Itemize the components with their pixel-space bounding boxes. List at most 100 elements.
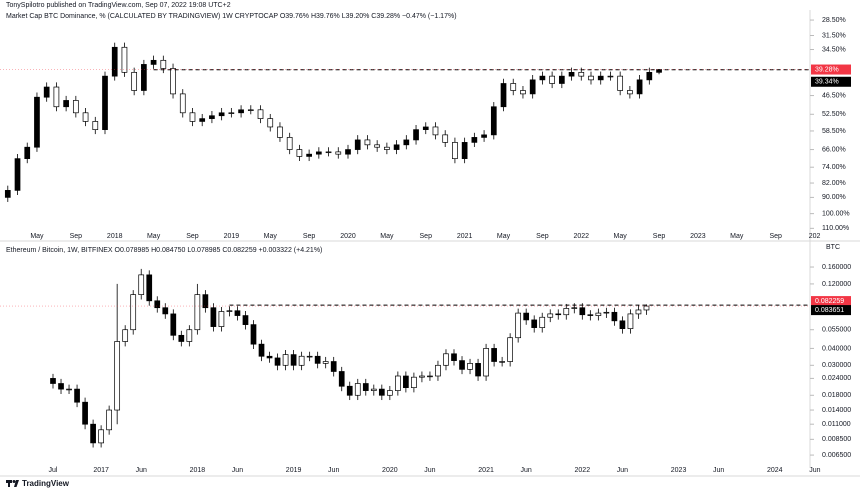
candle-body bbox=[234, 310, 241, 316]
candle-body bbox=[63, 100, 69, 108]
candle-body bbox=[74, 388, 80, 403]
candle-body bbox=[150, 59, 157, 65]
x-tick-label: 2023 bbox=[690, 233, 706, 240]
candle-body bbox=[386, 390, 393, 396]
x-tick-label: May bbox=[380, 233, 394, 240]
chart-title: Ethereum / Bitcoin, 1W, BITFINEX O0.0789… bbox=[6, 247, 322, 254]
candle-body bbox=[189, 112, 196, 122]
candle-body bbox=[443, 353, 449, 366]
candle-body bbox=[374, 144, 381, 148]
x-tick-label: Sep bbox=[186, 233, 199, 240]
candle-body bbox=[571, 307, 578, 309]
candle-body bbox=[491, 348, 497, 362]
x-tick-label: Jun bbox=[713, 467, 724, 474]
candle-body bbox=[141, 64, 147, 91]
candle-body bbox=[619, 320, 626, 330]
candle-body bbox=[72, 100, 79, 114]
x-tick-label: Jul bbox=[49, 467, 58, 474]
x-tick-label: May bbox=[730, 233, 744, 240]
candle-body bbox=[306, 153, 312, 157]
candle-body bbox=[92, 121, 99, 130]
candle-body bbox=[24, 146, 31, 159]
candle-body bbox=[427, 375, 433, 378]
candle-body bbox=[122, 329, 129, 342]
x-tick-label: 2017 bbox=[93, 467, 109, 474]
price-label-box bbox=[811, 296, 851, 307]
candle-body bbox=[146, 274, 153, 302]
publish-header: TonySpilotro published on TradingView.co… bbox=[6, 2, 231, 9]
candle-body bbox=[531, 319, 538, 328]
candle-body bbox=[14, 158, 21, 191]
y-tick-label: 100.00% bbox=[822, 210, 850, 217]
price-label: 39.34% bbox=[815, 79, 839, 86]
x-tick-label: May bbox=[147, 233, 161, 240]
candle-body bbox=[66, 388, 72, 391]
candle-body bbox=[131, 71, 138, 91]
candle-body bbox=[539, 316, 546, 328]
candle-body bbox=[635, 309, 642, 315]
candle-body bbox=[162, 307, 169, 315]
price-label: 39.28% bbox=[815, 66, 839, 73]
candle-body bbox=[354, 139, 361, 150]
candle-body bbox=[555, 313, 562, 316]
y-tick-label: 110.00% bbox=[822, 225, 849, 232]
candle-body bbox=[43, 86, 50, 98]
candle-body bbox=[178, 334, 185, 342]
y-tick-label: 0.011000 bbox=[822, 421, 851, 428]
candle-body bbox=[286, 137, 293, 150]
x-tick-label: 2021 bbox=[457, 233, 473, 240]
x-tick-label: Sep bbox=[420, 233, 433, 240]
candle-body bbox=[209, 115, 215, 119]
y-tick-label: 0.014000 bbox=[822, 407, 851, 414]
candle-body bbox=[238, 109, 244, 114]
candle-body bbox=[250, 324, 257, 345]
candle-body bbox=[114, 341, 121, 411]
y-tick-label: 66.00% bbox=[822, 146, 846, 153]
candle-body bbox=[226, 310, 233, 312]
x-tick-label: 2020 bbox=[382, 467, 398, 474]
candle-body bbox=[354, 383, 361, 396]
candles bbox=[4, 42, 662, 202]
candle-body bbox=[170, 313, 177, 336]
x-tick-label: Sep bbox=[653, 233, 666, 240]
x-tick-label: May bbox=[30, 233, 44, 240]
candle-body bbox=[53, 86, 60, 108]
candle-body bbox=[194, 294, 201, 331]
candle-body bbox=[290, 354, 297, 366]
candle-body bbox=[98, 429, 104, 444]
candle-body bbox=[370, 388, 377, 391]
candle-body bbox=[432, 126, 439, 136]
candle-body bbox=[111, 46, 118, 77]
y-tick-label: 0.008500 bbox=[822, 436, 851, 443]
candle-body bbox=[170, 68, 176, 95]
candle-body bbox=[627, 90, 633, 95]
candle-body bbox=[34, 96, 40, 148]
candle-body bbox=[507, 337, 513, 362]
candle-body bbox=[364, 139, 371, 146]
candle-body bbox=[298, 355, 305, 366]
x-tick-label: May bbox=[264, 233, 278, 240]
candle-body bbox=[539, 75, 546, 81]
candle-body bbox=[82, 401, 88, 425]
candle-body bbox=[330, 361, 337, 372]
candle-body bbox=[603, 311, 610, 314]
candle-body bbox=[138, 274, 145, 295]
candle-body bbox=[306, 355, 313, 358]
candle-body bbox=[50, 378, 56, 384]
candle-body bbox=[435, 364, 441, 377]
candle-body bbox=[362, 383, 369, 391]
candles bbox=[50, 268, 650, 448]
price-label: 0.083651 bbox=[815, 307, 844, 314]
candle-body bbox=[338, 371, 345, 387]
candle-body bbox=[322, 361, 329, 364]
candle-body bbox=[611, 311, 618, 322]
candle-body bbox=[90, 423, 96, 444]
candle-body bbox=[160, 59, 167, 69]
candle-body bbox=[529, 79, 536, 95]
price-label-box bbox=[811, 305, 851, 316]
candle-body bbox=[442, 134, 449, 143]
candle-body bbox=[597, 75, 604, 81]
y-tick-label: 0.006500 bbox=[822, 452, 851, 459]
candle-body bbox=[471, 137, 478, 143]
x-tick-label: 2020 bbox=[340, 233, 356, 240]
